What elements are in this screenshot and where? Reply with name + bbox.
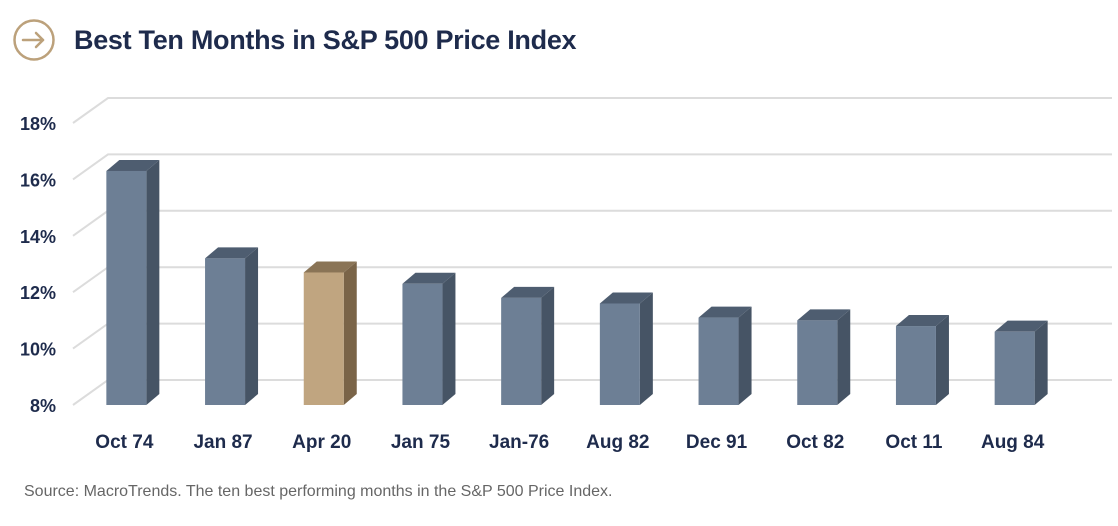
x-tick-label: Oct 74 bbox=[95, 432, 154, 453]
x-tick-label: Jan-76 bbox=[489, 432, 549, 453]
arrow-right-circle-icon bbox=[13, 19, 55, 61]
gridline bbox=[72, 153, 1112, 181]
y-tick-label: 12% bbox=[20, 283, 56, 303]
y-tick-label: 16% bbox=[20, 170, 56, 190]
x-tick-label: Oct 11 bbox=[885, 432, 942, 453]
chart-header: Best Ten Months in S&P 500 Price Index bbox=[12, 18, 577, 62]
y-tick-label: 14% bbox=[20, 227, 56, 247]
x-tick-label: Jan 75 bbox=[391, 432, 451, 453]
x-tick-label: Aug 84 bbox=[981, 432, 1045, 453]
bar-jan-76 bbox=[501, 286, 555, 405]
bar-oct-74 bbox=[106, 159, 160, 405]
bar-jan-75 bbox=[402, 272, 456, 405]
x-tick-label: Oct 82 bbox=[786, 432, 844, 453]
bar-aug-82 bbox=[599, 292, 653, 405]
bar-apr-20 bbox=[303, 261, 357, 405]
page-title: Best Ten Months in S&P 500 Price Index bbox=[74, 24, 577, 55]
bar-oct-11 bbox=[895, 315, 949, 405]
bar-oct-82 bbox=[797, 309, 851, 405]
x-tick-label: Jan 87 bbox=[193, 432, 252, 453]
y-tick-label: 18% bbox=[20, 114, 56, 134]
bar-aug-84 bbox=[994, 320, 1048, 405]
y-tick-label: 10% bbox=[20, 340, 56, 360]
gridline bbox=[72, 209, 1112, 237]
bar-dec-91 bbox=[698, 306, 752, 405]
x-tick-label: Dec 91 bbox=[686, 432, 748, 453]
bar-jan-87 bbox=[205, 247, 259, 405]
x-tick-label: Aug 82 bbox=[586, 432, 649, 453]
source-note: Source: MacroTrends. The ten best perfor… bbox=[24, 483, 613, 500]
gridline bbox=[72, 97, 1112, 124]
y-tick-label: 8% bbox=[30, 396, 56, 416]
x-tick-label: Apr 20 bbox=[292, 432, 351, 453]
